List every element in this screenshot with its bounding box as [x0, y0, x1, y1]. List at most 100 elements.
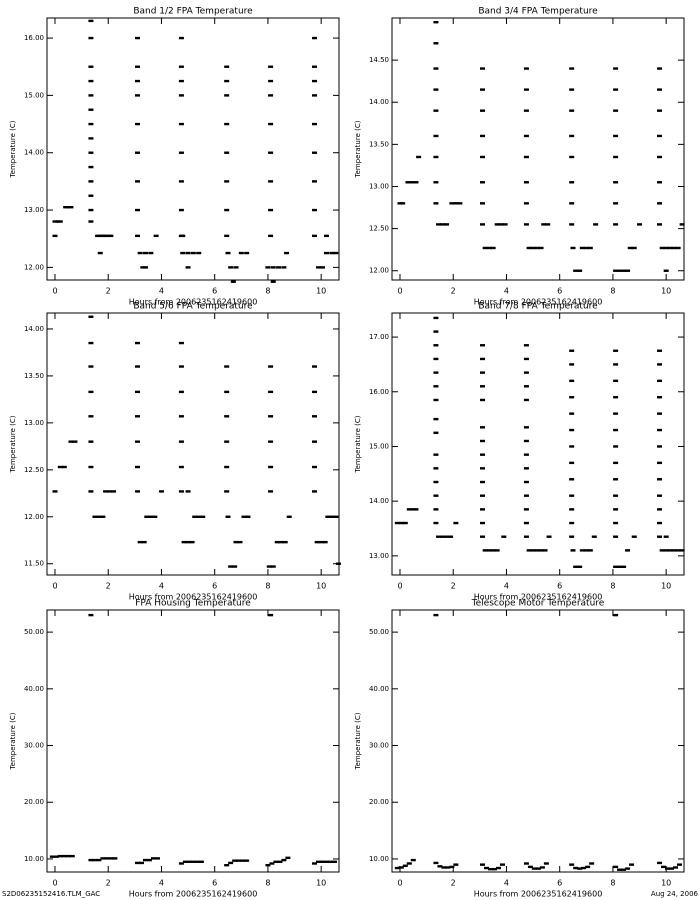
- y-tick-label: 13.00: [369, 182, 389, 190]
- data-point: [613, 565, 619, 568]
- data-point: [224, 490, 230, 493]
- data-point: [185, 540, 191, 544]
- data-point: [480, 494, 486, 497]
- y-tick-label: 14.00: [369, 497, 389, 505]
- x-tick-label: 10: [316, 287, 326, 296]
- data-point: [433, 155, 439, 159]
- data-point: [331, 860, 337, 863]
- data-point: [480, 385, 486, 388]
- x-tick-label: 6: [212, 287, 217, 296]
- data-point: [569, 109, 575, 112]
- data-point: [402, 521, 408, 525]
- data-point: [577, 565, 583, 568]
- data-point: [312, 122, 318, 126]
- data-point: [88, 415, 94, 418]
- data-point: [142, 251, 148, 255]
- data-point: [323, 860, 329, 863]
- data-point: [224, 390, 230, 394]
- data-point: [480, 67, 486, 70]
- data-point: [61, 854, 67, 858]
- data-point: [281, 266, 287, 269]
- data-point: [225, 515, 231, 518]
- data-point: [621, 269, 627, 272]
- data-point: [323, 251, 329, 255]
- data-point: [96, 858, 102, 862]
- data-point: [312, 862, 318, 865]
- data-point: [433, 494, 439, 497]
- data-point: [657, 508, 663, 511]
- data-point: [135, 390, 141, 394]
- data-point: [398, 521, 404, 525]
- data-point: [570, 549, 576, 552]
- data-point: [672, 866, 678, 869]
- data-point: [523, 223, 529, 226]
- data-point: [268, 440, 274, 443]
- data-point: [268, 490, 274, 493]
- data-point: [583, 246, 589, 250]
- data-point: [312, 65, 318, 68]
- data-point: [88, 137, 94, 140]
- data-point: [236, 859, 242, 862]
- data-point: [617, 565, 623, 568]
- data-point: [668, 867, 674, 870]
- data-point: [657, 223, 663, 226]
- data-point: [523, 109, 529, 112]
- data-point: [585, 865, 591, 869]
- data-point: [657, 349, 663, 352]
- x-axis-label: Hours from 2006235162419600: [129, 593, 258, 602]
- data-point: [314, 540, 320, 544]
- x-tick-label: 8: [610, 879, 615, 888]
- data-point: [433, 613, 439, 617]
- data-point: [613, 88, 619, 91]
- data-point: [178, 440, 184, 443]
- data-point: [245, 515, 251, 518]
- data-point: [657, 181, 663, 184]
- data-point: [657, 363, 663, 366]
- x-tick-label: 2: [106, 582, 111, 591]
- data-point: [625, 269, 631, 272]
- data-point: [613, 349, 619, 352]
- data-point: [433, 330, 439, 333]
- data-point: [613, 396, 619, 399]
- data-point: [538, 549, 544, 552]
- data-point: [523, 357, 529, 361]
- data-point: [621, 868, 627, 871]
- data-point: [542, 549, 548, 552]
- data-point: [268, 234, 274, 238]
- data-point: [487, 867, 493, 871]
- data-point: [625, 867, 631, 870]
- data-point: [657, 155, 663, 159]
- data-point: [273, 860, 279, 863]
- y-tick-label: 12.50: [369, 225, 389, 233]
- data-point: [657, 478, 663, 481]
- data-point: [534, 549, 540, 552]
- x-tick-label: 0: [397, 582, 402, 591]
- data-point: [569, 349, 575, 352]
- data-point: [185, 251, 191, 255]
- data-point: [241, 515, 247, 518]
- data-point: [583, 549, 589, 552]
- data-point: [135, 861, 141, 865]
- data-point: [265, 266, 271, 269]
- data-point: [433, 357, 439, 361]
- data-point: [88, 94, 94, 97]
- x-tick-label: 10: [661, 582, 671, 591]
- data-point: [268, 122, 274, 126]
- data-point: [88, 108, 94, 111]
- y-tick-label: 13.00: [24, 206, 44, 214]
- data-point: [433, 521, 439, 525]
- data-point: [323, 234, 329, 238]
- data-point: [617, 868, 623, 871]
- data-point: [224, 465, 230, 469]
- data-point: [523, 202, 529, 205]
- data-point: [49, 855, 55, 858]
- data-point: [88, 79, 94, 83]
- data-point: [433, 134, 439, 138]
- data-point: [268, 94, 274, 97]
- panel-title: Band 1/2 FPA Temperature: [133, 7, 253, 17]
- data-point: [224, 440, 230, 443]
- data-point: [135, 415, 141, 418]
- data-point: [61, 465, 67, 469]
- data-point: [225, 251, 231, 255]
- data-point: [268, 65, 274, 68]
